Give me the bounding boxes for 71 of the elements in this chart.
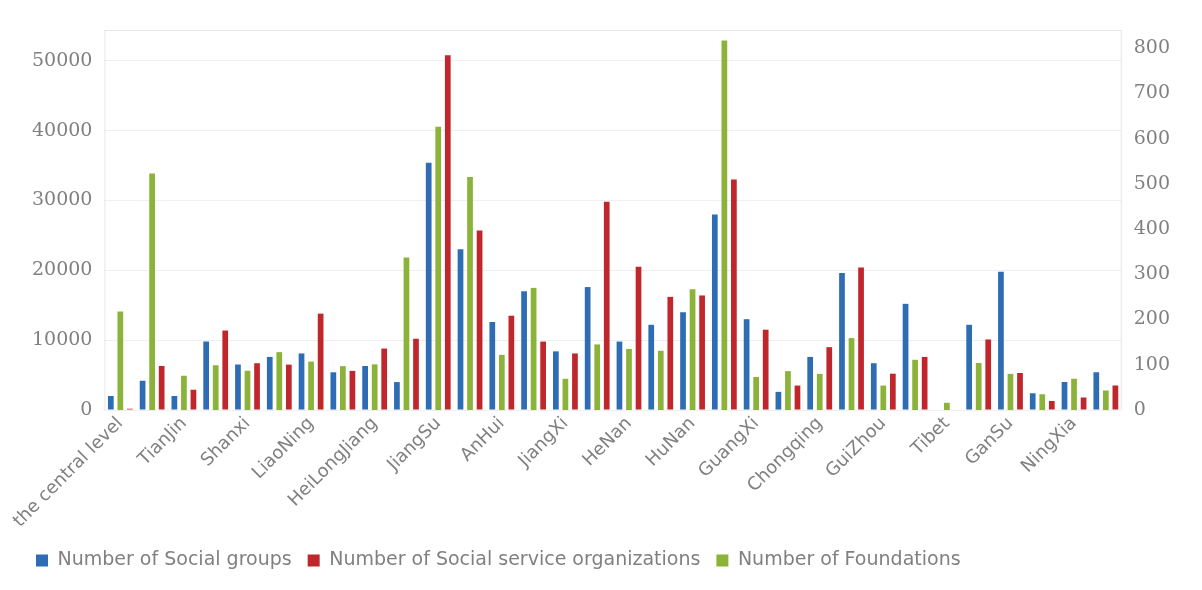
- legend-label: Number of Foundations: [737, 547, 961, 570]
- bar: [371, 364, 378, 411]
- y-tick-label: 30000: [31, 187, 93, 210]
- y2-tick-label: 500: [1133, 170, 1170, 193]
- bar: [1029, 393, 1036, 410]
- bar: [785, 371, 791, 411]
- bar: [944, 402, 950, 411]
- bar: [699, 295, 705, 410]
- y2-tick-label: 600: [1133, 125, 1170, 148]
- bar: [998, 271, 1004, 410]
- bar: [222, 330, 229, 410]
- bar: [711, 214, 718, 410]
- bar: [870, 363, 877, 410]
- bar: [181, 375, 187, 411]
- bar: [603, 201, 610, 410]
- y2-tick-label: 700: [1133, 80, 1170, 103]
- bar: [1093, 372, 1100, 410]
- bar: [966, 324, 972, 410]
- bar: [308, 361, 314, 411]
- bar: [266, 356, 273, 410]
- bar: [1017, 373, 1023, 410]
- bar: [235, 364, 241, 410]
- bar: [171, 396, 178, 410]
- bar: [381, 348, 388, 410]
- bar: [839, 273, 845, 410]
- y2-tick-label: 800: [1133, 35, 1170, 58]
- bar: [1080, 397, 1087, 410]
- bar: [107, 396, 114, 410]
- bar: [594, 344, 601, 411]
- bar: [762, 329, 769, 410]
- bar: [680, 312, 686, 410]
- y-tick-label: 20000: [31, 257, 93, 280]
- bar: [340, 366, 346, 411]
- y-tick-label: 0: [80, 396, 93, 419]
- bar: [330, 372, 337, 410]
- bar: [572, 353, 578, 410]
- bar: [467, 177, 473, 411]
- bar: [394, 382, 400, 410]
- y2-tick-label: 400: [1133, 216, 1170, 238]
- bar: [584, 287, 591, 410]
- bar: [975, 362, 982, 411]
- bar: [553, 351, 559, 410]
- bar: [149, 173, 155, 411]
- y2-tick-label: 0: [1133, 396, 1146, 419]
- y-tick-label: 10000: [31, 327, 93, 350]
- y2-tick-label: 100: [1133, 351, 1170, 374]
- bar: [985, 339, 992, 410]
- bar: [254, 363, 260, 410]
- bar: [667, 296, 674, 410]
- bar: [158, 366, 165, 410]
- bar: [912, 359, 918, 411]
- legend-label: Number of Social groups: [57, 547, 292, 570]
- bar: [731, 179, 737, 410]
- bar: [721, 40, 728, 411]
- bar: [425, 162, 432, 410]
- y-tick-label: 50000: [31, 47, 93, 70]
- bar: [858, 267, 864, 410]
- bar: [1071, 378, 1077, 411]
- bar: [626, 348, 632, 411]
- bar: [508, 315, 515, 410]
- bar: [362, 366, 368, 410]
- bar: [880, 385, 887, 411]
- y-tick-label: 40000: [31, 117, 93, 140]
- bar: [413, 338, 419, 410]
- y2-tick-label: 200: [1133, 306, 1170, 329]
- bar: [540, 341, 547, 410]
- legend-label: Number of Social service organizations: [329, 547, 701, 570]
- bar: [521, 291, 527, 410]
- bar: [117, 311, 124, 411]
- y2-tick-label: 300: [1133, 261, 1170, 284]
- bar: [826, 347, 833, 410]
